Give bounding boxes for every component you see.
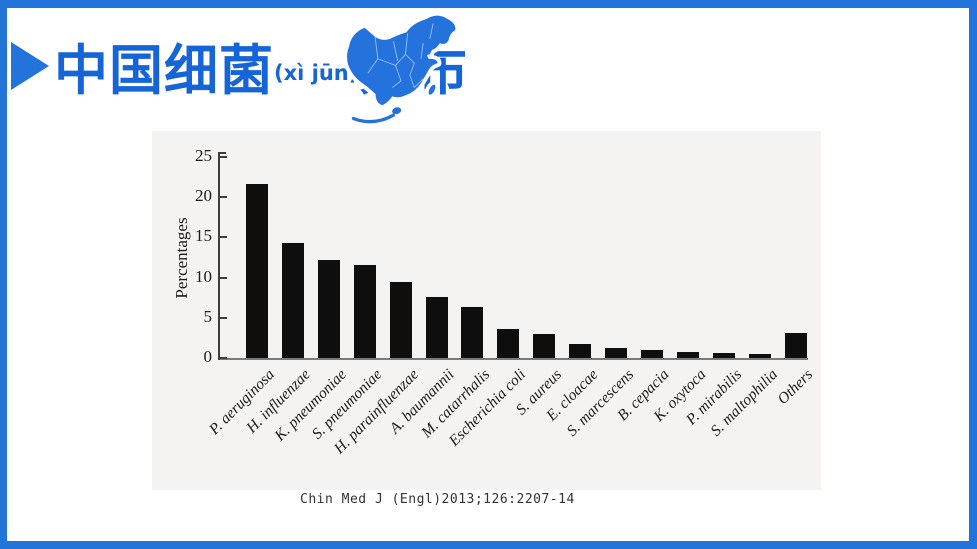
- bar: [784, 333, 807, 358]
- bar: [533, 334, 556, 358]
- bar: [425, 297, 448, 358]
- y-tick-label: 5: [203, 306, 213, 326]
- slide-border-top: [0, 0, 977, 8]
- slide-border-bottom: [0, 541, 977, 549]
- y-tick-mark: [220, 196, 227, 199]
- y-tick-mark: [220, 156, 227, 158]
- x-tick-label: Others: [774, 366, 817, 408]
- title-main-text: 中国细菌: [54, 39, 274, 102]
- y-tick-mark: [220, 236, 227, 239]
- y-tick-label: 25: [195, 146, 212, 165]
- bar: [461, 307, 484, 358]
- bar: [246, 184, 268, 358]
- bar-chart: 0 5 10 15 20 25 Percentages P. aeruginosa H. inf…: [152, 131, 821, 490]
- title-bullet-triangle-icon: [11, 42, 49, 90]
- y-axis-top-tick: [220, 152, 226, 154]
- y-tick-mark: [220, 357, 227, 359]
- y-tick-label: 20: [195, 186, 212, 206]
- y-tick-mark: [220, 316, 227, 319]
- y-tick-label: 10: [195, 266, 212, 286]
- bar: [605, 348, 627, 358]
- y-tick-label: 15: [195, 226, 212, 246]
- y-tick-mark: [220, 276, 227, 279]
- bar: [497, 329, 520, 358]
- y-axis-line: [218, 152, 220, 360]
- bar: [748, 354, 771, 358]
- bar: [640, 350, 663, 358]
- bar: [281, 243, 304, 358]
- slide-border-right: [969, 0, 977, 549]
- bar: [389, 282, 412, 358]
- citation-text: Chin Med J (Engl)2013;126:2207-14: [300, 492, 575, 507]
- bar: [317, 260, 340, 358]
- bar: [676, 352, 699, 358]
- y-tick-label: 0: [203, 347, 213, 366]
- bar: [569, 344, 592, 358]
- bar: [712, 353, 735, 358]
- y-axis-title: Percentages: [172, 217, 191, 299]
- x-axis-line: [220, 358, 808, 360]
- china-map-icon: [338, 5, 484, 128]
- slide-border-left: [0, 0, 7, 549]
- bar: [353, 265, 376, 358]
